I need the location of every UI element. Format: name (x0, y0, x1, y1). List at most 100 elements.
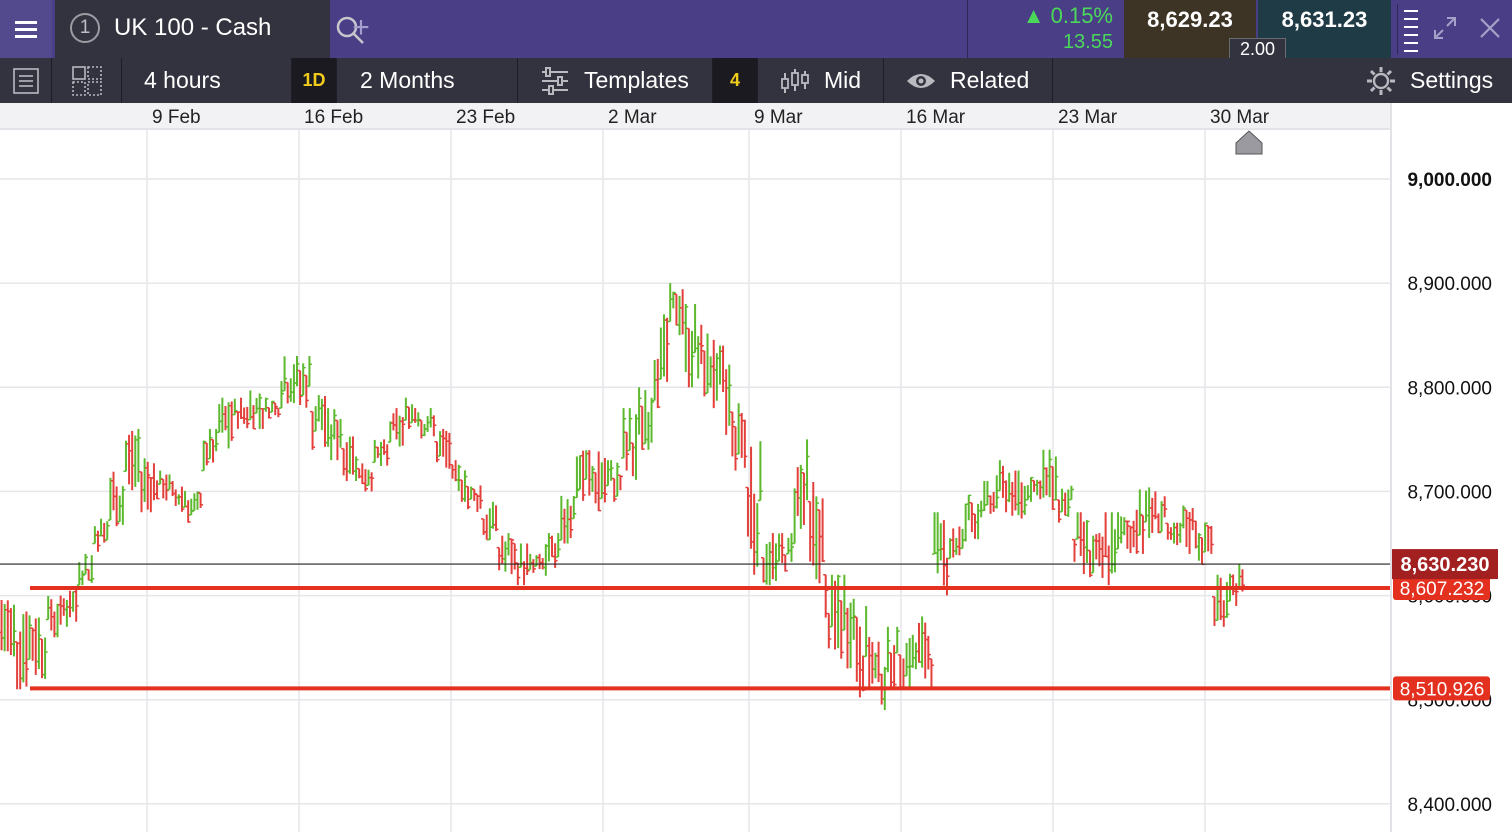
interval-selector[interactable]: 4 hours (122, 58, 292, 103)
ohlc-bar (397, 415, 403, 447)
ohlc-bar (1078, 512, 1084, 556)
menu-icon (15, 21, 37, 38)
ohlc-bar (509, 538, 515, 575)
ohlc-bar (67, 590, 73, 618)
ohlc-bar (711, 339, 717, 409)
search-icon[interactable] (335, 15, 365, 50)
ohlc-bar (708, 356, 714, 388)
ohlc-bar (720, 345, 726, 393)
ohlc-bar (344, 442, 350, 481)
expand-icon[interactable] (1433, 16, 1457, 45)
ohlc-bar (1115, 512, 1121, 550)
ohlc-bar (117, 495, 123, 523)
ohlc-bar (810, 481, 816, 566)
ohlc-bar (14, 641, 20, 690)
change-value: 13.55 (1062, 31, 1113, 53)
ohlc-bar (583, 450, 589, 480)
ohlc-bar (664, 317, 670, 382)
x-tick-label: 9 Feb (152, 107, 201, 128)
ohlc-bar (260, 407, 266, 429)
ohlc-bar (537, 553, 543, 570)
ohlc-bar (247, 390, 253, 421)
interval-badge[interactable]: 1D (292, 58, 337, 103)
ohlc-bar (359, 463, 365, 485)
ohlc-bar (493, 505, 499, 532)
ohlc-bar (577, 455, 583, 490)
hamburger-menu-button[interactable] (0, 0, 52, 58)
ohlc-bar (123, 440, 129, 473)
chart-toolbar: 4 hours 1D 2 Months Templates 4 (0, 58, 1512, 103)
ohlc-bar (947, 538, 953, 560)
ohlc-bar (201, 440, 207, 472)
price-mode-button[interactable]: Mid (758, 58, 884, 103)
indicator-count-badge[interactable]: 4 (713, 58, 758, 103)
home-marker-icon[interactable] (1235, 130, 1263, 155)
templates-button[interactable]: Templates (518, 58, 713, 103)
grip-icon (1404, 10, 1418, 52)
ohlc-bar (86, 568, 92, 581)
ohlc-bar (1140, 514, 1146, 554)
ohlc-bar (1171, 522, 1177, 544)
ohlc-bar (288, 378, 294, 402)
ohlc-bar (17, 631, 23, 690)
ohlc-bar (23, 611, 29, 687)
ohlc-bar (1131, 520, 1137, 548)
ohlc-bar (757, 441, 763, 502)
svg-text:8,510.926: 8,510.926 (1400, 679, 1485, 700)
svg-text:8,607.232: 8,607.232 (1400, 579, 1485, 600)
close-icon[interactable] (1478, 16, 1502, 45)
ohlc-bar (30, 627, 36, 661)
ohlc-bar (608, 460, 614, 481)
ohlc-bar (1016, 470, 1022, 516)
ohlc-bar (885, 626, 891, 673)
ohlc-bar (670, 291, 676, 309)
range-selector[interactable]: 2 Months (337, 58, 518, 103)
list-view-button[interactable] (0, 58, 52, 103)
ohlc-bar (266, 406, 272, 419)
ohlc-bar (474, 493, 480, 512)
drag-handle[interactable] (1397, 4, 1421, 54)
ohlc-bar (257, 393, 263, 429)
ohlc-bar (341, 447, 347, 476)
ohlc-bar (443, 430, 449, 468)
ohlc-bar (241, 407, 247, 424)
ohlc-bar (462, 470, 468, 502)
ohlc-bar (328, 424, 334, 461)
ohlc-bar (639, 405, 645, 450)
ohlc-bar (617, 474, 623, 491)
ohlc-bar (477, 485, 483, 509)
ohlc-bar (166, 474, 172, 491)
ohlc-bar (913, 642, 919, 670)
ohlc-bar (145, 461, 151, 510)
ohlc-bar (372, 439, 378, 464)
settings-button[interactable]: Settings (1362, 58, 1512, 103)
instrument-tab[interactable]: 1 UK 100 - Cash (55, 0, 364, 58)
ohlc-bar (250, 405, 256, 430)
ohlc-bar (689, 330, 695, 388)
ohlc-bar (642, 390, 648, 445)
ohlc-bar (649, 397, 655, 443)
ohlc-bar (804, 439, 810, 501)
ohlc-bar (216, 404, 222, 434)
ohlc-bar (422, 423, 428, 437)
ohlc-bar (27, 615, 33, 661)
ohlc-bar (1202, 522, 1208, 553)
layout-icon (71, 65, 102, 96)
ohlc-bar (390, 413, 396, 431)
ohlc-bar (876, 641, 882, 683)
ohlc-bar (331, 409, 337, 440)
ohlc-bar (179, 486, 185, 512)
ohlc-bar (322, 396, 328, 447)
ohlc-bar (1134, 509, 1140, 554)
ohlc-bar (468, 486, 474, 500)
ohlc-bar (1022, 485, 1028, 515)
ohlc-bar (48, 599, 54, 631)
related-button[interactable]: Related (884, 58, 1053, 103)
ohlc-bar (107, 477, 113, 521)
layout-button[interactable] (52, 58, 122, 103)
ohlc-bar (941, 520, 947, 586)
x-tick-label: 23 Mar (1058, 107, 1118, 128)
ohlc-bar (1037, 480, 1043, 500)
add-tab-button[interactable]: + (352, 11, 370, 44)
